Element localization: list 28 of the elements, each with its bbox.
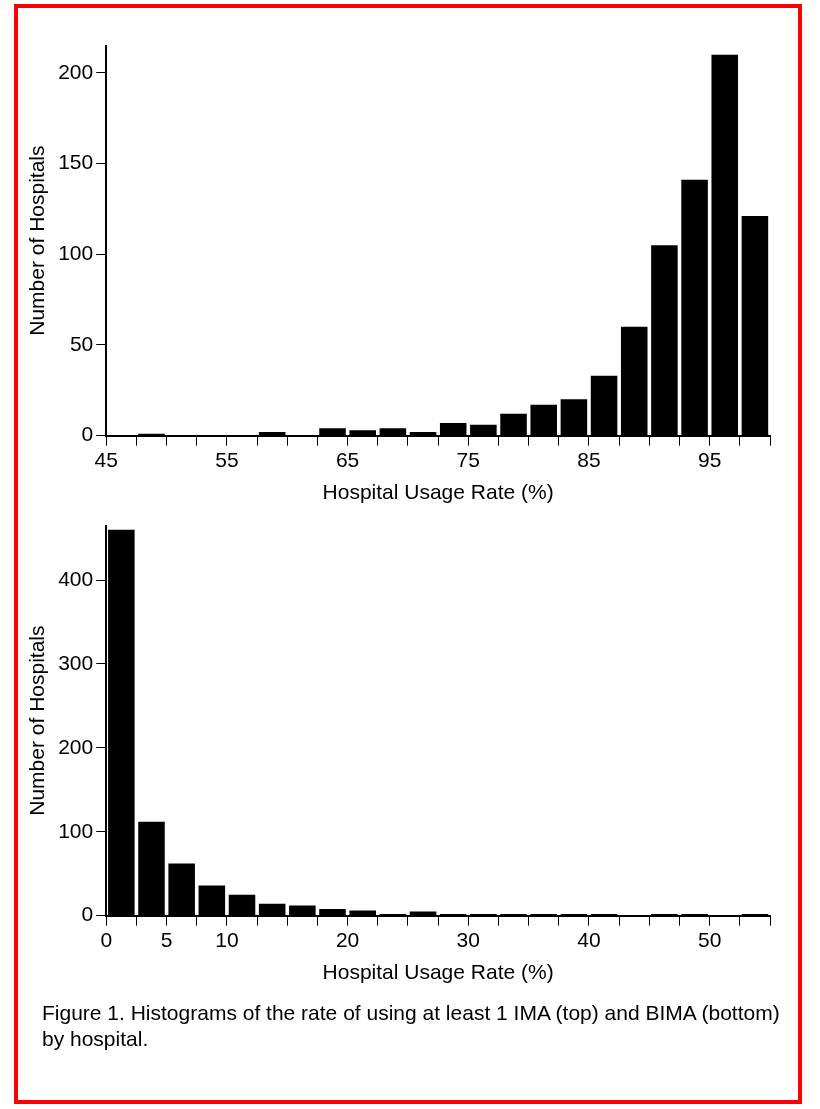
y-tick-label: 50 <box>69 331 94 355</box>
caption: Figure 1. Histograms of the rate of using at least 1 IMA (top) and BIMA (bottom) by hospital. <box>42 1000 781 1053</box>
x-axis-title: Hospital Usage Rate (%) <box>322 480 554 504</box>
x-tick-label: 0 <box>100 928 113 951</box>
x-tick-label: 45 <box>94 448 118 471</box>
y-axis-title: Number of Hospitals <box>25 625 49 816</box>
y-tick-label: 400 <box>58 566 94 590</box>
y-tick-label: 100 <box>58 818 94 842</box>
x-tick-label: 40 <box>577 928 601 951</box>
x-tick-label: 20 <box>335 928 360 951</box>
x-tick-label: 5 <box>160 928 173 951</box>
x-axis-title: Hospital Usage Rate (%) <box>322 960 554 984</box>
y-tick-label: 150 <box>58 150 94 174</box>
y-tick-label: 200 <box>58 59 94 83</box>
y-tick-label: 0 <box>81 902 94 926</box>
x-tick-label: 55 <box>215 448 239 471</box>
x-tick-label: 10 <box>215 928 239 951</box>
y-tick-label: 100 <box>58 241 94 264</box>
x-tick-label: 85 <box>577 448 601 471</box>
x-tick-label: 50 <box>697 928 722 951</box>
y-tick-label: 200 <box>58 734 94 758</box>
y-tick-label: 0 <box>81 422 94 446</box>
x-tick-label: 75 <box>456 448 480 471</box>
y-axis-title: Number of Hospitals <box>25 145 49 336</box>
y-tick-label: 300 <box>58 650 94 674</box>
x-tick-label: 30 <box>456 928 480 951</box>
x-tick-label: 65 <box>335 448 360 471</box>
x-tick-label: 95 <box>697 448 722 471</box>
